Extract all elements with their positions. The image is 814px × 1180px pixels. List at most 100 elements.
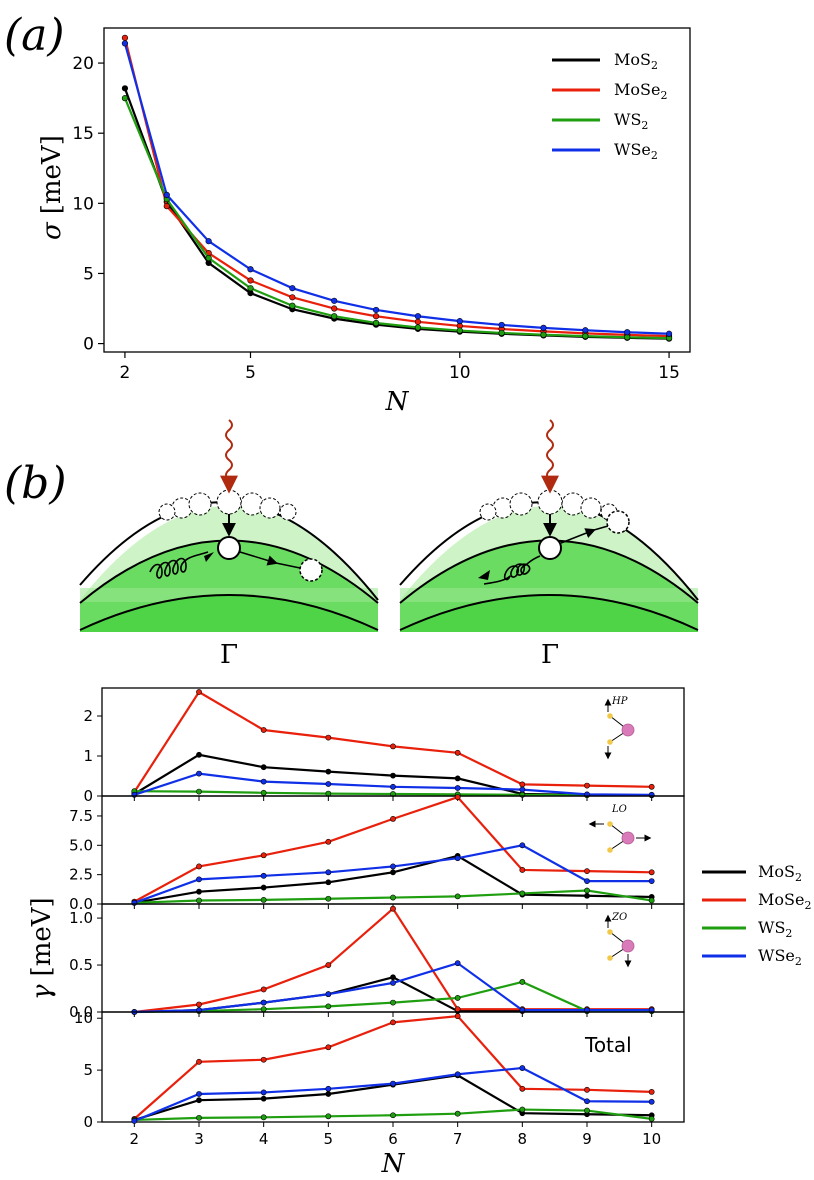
gamma_ZO-point-MoSe2 [454,1006,461,1013]
gamma_total-point-WSe2 [260,1089,267,1096]
sigma-point-WS2 [372,319,380,327]
sigma-legend-label-WS2: WS2 [614,110,648,132]
gamma_HP-ytick-label: 2 [83,707,93,725]
gamma_total-point-MoSe2 [648,1089,655,1095]
sigma-point-WS2 [540,331,547,338]
sigma-ytick-label: 0 [83,335,94,355]
gamma_HP-point-WSe2 [390,783,396,790]
gamma_LO-ytick-label: 7.5 [69,807,93,825]
gamma_HP-point-MoS2 [454,775,461,782]
gamma-xlabel: N [381,1149,406,1179]
gamma_LO-point-MoS2 [260,884,267,891]
sigma-point-WSe2 [624,329,631,336]
sigma-series-line-WS2 [123,97,670,340]
gamma_total-point-MoSe2 [519,1085,526,1092]
sigma-ytick-label: 10 [72,194,94,214]
phonon-emit-right [483,555,541,585]
gamma-legend-label-MoS2: MoS2 [758,862,802,884]
sigma-series-line-MoSe2 [123,37,670,338]
gamma_total-point-WSe2 [390,1080,396,1087]
gamma_LO-point-MoSe2 [584,868,590,875]
gamma_ZO-ytick-label: 1.0 [69,909,93,927]
gamma-xtick-label: 10 [642,1130,661,1148]
gamma_LO-point-WSe2 [390,863,396,870]
gamma_total-point-WSe2 [648,1098,655,1105]
sigma-point-WS2 [205,254,212,262]
gamma_HP-point-WSe2 [519,786,526,793]
gamma_total-point-WS2 [519,1106,526,1113]
gamma_total-ytick-label: 0 [83,1113,93,1131]
gamma_total-point-WSe2 [131,1118,138,1124]
gamma_LO-point-WS2 [648,897,655,904]
gamma_total-point-WSe2 [325,1085,332,1092]
gamma_total-point-MoSe2 [584,1086,590,1093]
gamma_HP-point-MoSe2 [196,689,202,695]
gamma_LO-series-line-MoSe2 [133,795,652,903]
gamma-xtick-label: 8 [518,1130,528,1148]
sigma-chart: 2 5 10 15 0 5 10 15 20 Nσ [meV] MoS2 MoSe2 WS2 WSe2 [37,27,691,417]
gamma_HP-point-MoSe2 [325,734,332,741]
gamma_ZO-point-WS2 [519,979,526,985]
gamma_HP-point-MoSe2 [584,782,590,789]
sigma-point-WS2 [582,333,589,340]
sigma-plot-frame [103,27,691,353]
gamma_total-point-WS2 [260,1114,267,1121]
gamma_LO-point-WS2 [196,897,202,904]
sigma-point-MoSe2 [372,313,380,320]
gamma-xtick-label: 6 [388,1130,398,1148]
gamma_HP-point-MoSe2 [390,743,396,750]
gamma-xtick-label: 2 [130,1130,140,1148]
sigma-point-WS2 [121,95,129,102]
gamma_LO-point-MoS2 [390,869,396,876]
gamma-xtick-label: 9 [582,1130,592,1148]
gamma-ylabel-symbol: γ [27,984,57,1000]
sigma-point-WSe2 [582,327,589,334]
sigma-point-MoSe2 [247,277,254,284]
gamma_LO-point-WS2 [584,887,590,894]
gamma_HP-point-MoS2 [260,764,267,771]
gamma-xtick-label: 3 [194,1130,204,1148]
sigma-xtick-label: 10 [449,363,471,383]
gamma_total-point-WS2 [454,1110,461,1117]
gamma_total-frame [101,1011,685,1123]
gamma_ZO-frame [101,903,685,1013]
gamma_HP-point-MoSe2 [519,781,526,788]
gamma_ZO-point-WS2 [390,999,396,1006]
sigma-legend-label-MoSe2: MoSe2 [614,80,667,102]
sigma-point-WS2 [331,313,338,320]
gamma_total-ytick-label: 5 [83,1061,93,1079]
gamma-ylabel-unit: [meV] [27,897,57,976]
gamma_total-point-MoSe2 [260,1056,267,1063]
schematic-right: Γ [399,419,699,670]
gamma_LO-point-MoS2 [196,888,202,895]
gamma_ZO-point-WSe2 [325,991,332,998]
sigma-point-WS2 [456,327,463,334]
schematic-left: Γ [79,419,379,670]
gamma_total-point-WS2 [584,1107,590,1114]
gamma_HP-point-MoSe2 [648,783,655,790]
gamma_ZO-point-WSe2 [260,999,267,1006]
gamma-legend-label-WSe2: WSe2 [758,946,802,968]
sigma-series-line-WSe2 [123,43,670,335]
gamma-stacked-chart: 0 1 2 HP 0.0 2.5 5.0 7.5 LO 0.0 0.5 1.0 ZO 0 5 10 Total 2… [27,687,811,1179]
gamma_LO-point-WSe2 [519,842,526,849]
gamma_HP-point-WSe2 [260,778,267,785]
gamma_LO-point-MoS2 [584,892,590,899]
gamma_ZO-mode-sketch-icon [604,914,635,968]
sigma-point-MoSe2 [331,305,338,312]
gamma_HP-ytick-label: 1 [83,747,93,765]
gamma_HP-point-MoSe2 [454,749,461,756]
gamma_ZO-point-MoSe2 [325,962,332,968]
sigma-point-WSe2 [665,330,673,337]
gamma_total-point-MoSe2 [196,1058,202,1065]
gamma_LO-point-MoSe2 [519,867,526,873]
gamma_ZO-point-MoSe2 [196,1001,202,1008]
gamma_LO-point-MoSe2 [390,815,396,822]
panel-label-b: (b) [4,458,67,509]
gamma-legend-label-WS2: WS2 [758,918,792,940]
sigma-point-WS2 [247,285,254,292]
gamma_LO-point-WSe2 [584,878,590,885]
sigma-point-MoS2 [121,85,129,92]
gamma_ZO-series-line-MoSe2 [134,907,652,1014]
